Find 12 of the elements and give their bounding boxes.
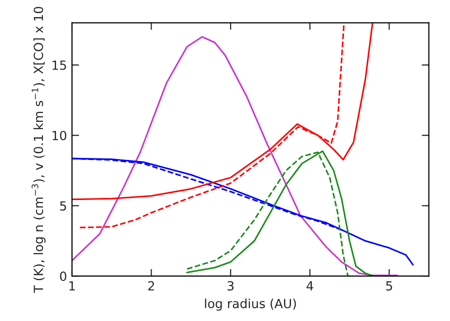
line-series: [72, 36, 398, 276]
y-tick-label: 0: [60, 272, 66, 281]
y-tick-label: 10: [52, 130, 66, 140]
y-tick-label: 15: [52, 60, 66, 70]
y-tick-label: 5: [60, 201, 66, 211]
x-tick-label: 5: [386, 281, 392, 291]
x-tick-label: 3: [228, 281, 234, 291]
x-tick-label: 2: [148, 281, 154, 290]
x-tick-label: 1: [69, 281, 75, 290]
x-tick-label: 4: [306, 281, 314, 290]
x-axis-title: log radius (AU): [205, 298, 296, 311]
y-axis-title: T (K), log n (cm$^{−3}$), v (0.1 km s$^{−1}$), X[CO] x 10: [32, 6, 46, 293]
